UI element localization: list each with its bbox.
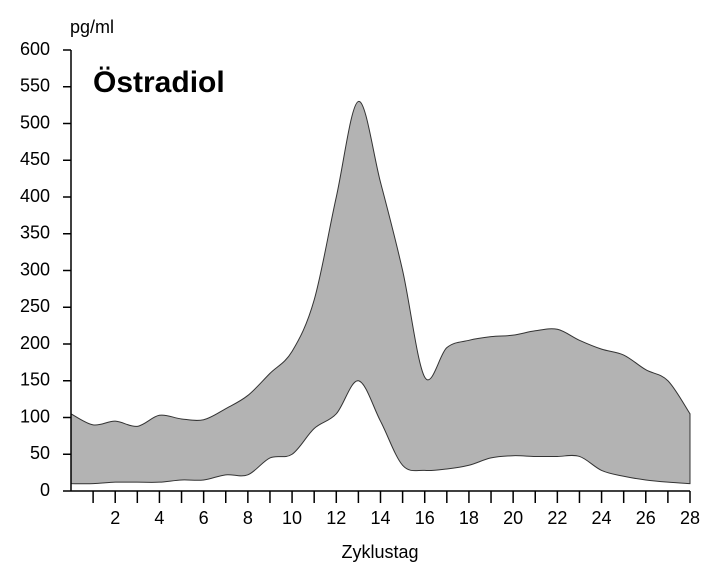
x-tick-label: 14 bbox=[370, 508, 390, 528]
x-tick-label: 2 bbox=[110, 508, 120, 528]
y-tick-label: 100 bbox=[20, 406, 50, 426]
y-tick-label: 500 bbox=[20, 112, 50, 132]
x-tick-label: 28 bbox=[680, 508, 700, 528]
x-axis-label: Zyklustag bbox=[341, 542, 418, 562]
chart-title: Östradiol bbox=[93, 66, 225, 99]
y-tick-label: 400 bbox=[20, 186, 50, 206]
x-tick-label: 4 bbox=[154, 508, 164, 528]
x-tick-label: 10 bbox=[282, 508, 302, 528]
y-tick-label: 200 bbox=[20, 333, 50, 353]
x-tick-label: 22 bbox=[547, 508, 567, 528]
x-tick-label: 6 bbox=[199, 508, 209, 528]
x-tick-label: 20 bbox=[503, 508, 523, 528]
x-tick-label: 16 bbox=[415, 508, 435, 528]
y-tick-label: 250 bbox=[20, 296, 50, 316]
y-tick-label: 600 bbox=[20, 39, 50, 59]
y-axis-label: pg/ml bbox=[70, 17, 114, 37]
y-tick-label: 350 bbox=[20, 223, 50, 243]
y-tick-label: 450 bbox=[20, 149, 50, 169]
y-tick-label: 50 bbox=[30, 443, 50, 463]
x-tick-label: 26 bbox=[636, 508, 656, 528]
y-tick-label: 550 bbox=[20, 76, 50, 96]
x-tick-label: 12 bbox=[326, 508, 346, 528]
x-tick-label: 24 bbox=[592, 508, 612, 528]
y-tick-label: 0 bbox=[40, 480, 50, 500]
y-tick-label: 300 bbox=[20, 259, 50, 279]
x-tick-label: 18 bbox=[459, 508, 479, 528]
y-tick-label: 150 bbox=[20, 370, 50, 390]
x-tick-label: 8 bbox=[243, 508, 253, 528]
range-band bbox=[70, 100, 691, 485]
